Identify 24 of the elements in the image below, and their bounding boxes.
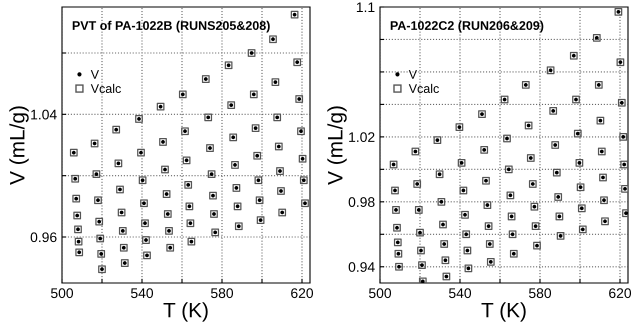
x-tick-label: 580 bbox=[210, 288, 234, 298]
y-tick-label: 1.02 bbox=[349, 132, 374, 142]
y-tick-label: 0.94 bbox=[348, 262, 375, 272]
y-axis-title: V (mL/g) bbox=[9, 106, 29, 185]
x-tick-label: 620 bbox=[609, 288, 632, 298]
y-tick-label: 1.1 bbox=[356, 2, 374, 12]
y-tick-label: 0.96 bbox=[30, 232, 57, 242]
x-tick-label: 500 bbox=[368, 288, 392, 298]
text: PA-1022C2 (RUN206&209) bbox=[390, 20, 544, 32]
x-tick-label: 580 bbox=[528, 288, 552, 298]
x-axis-title: T (K) bbox=[164, 302, 208, 322]
x-tick-label: 540 bbox=[130, 288, 154, 298]
legend-label: Vcalc bbox=[408, 84, 439, 94]
legend-label: V bbox=[90, 70, 99, 79]
legend-label: V bbox=[408, 70, 417, 79]
legend-label: Vcalc bbox=[90, 84, 121, 94]
x-tick-label: 620 bbox=[291, 288, 314, 298]
y-axis-title: V (mL/g) bbox=[327, 106, 347, 185]
y-tick-label: 0.98 bbox=[348, 197, 375, 207]
x-axis-title: T (K) bbox=[482, 302, 526, 322]
y-tick-label: 1.04 bbox=[31, 110, 57, 120]
text: PVT of PA-1022B (RUNS205&208) bbox=[72, 20, 270, 32]
x-tick-label: 540 bbox=[448, 288, 472, 298]
x-tick-label: 500 bbox=[50, 288, 74, 298]
